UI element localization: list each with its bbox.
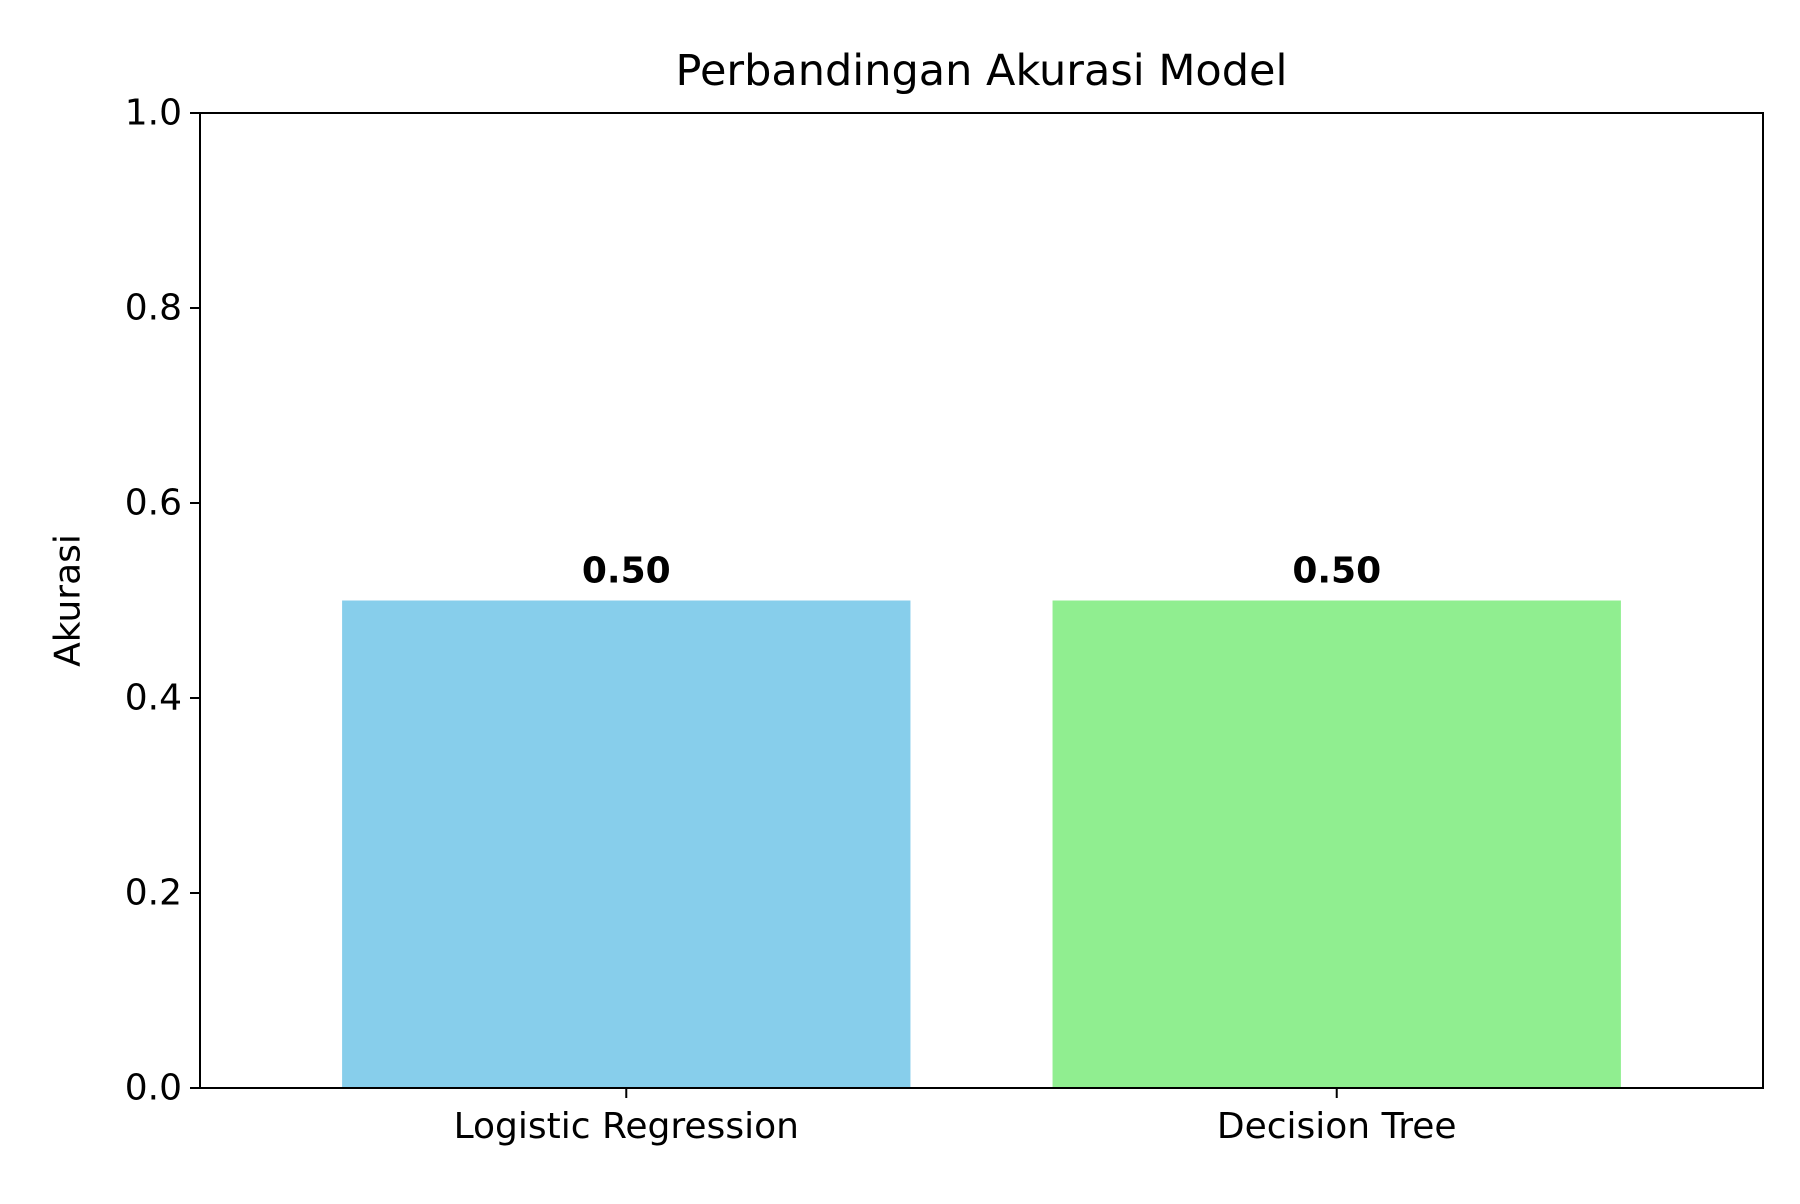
y-tick-label-2: 0.4 (125, 678, 182, 719)
chart-title: Perbandingan Akurasi Model (676, 46, 1288, 96)
plot-frame (199, 112, 1764, 1089)
y-tick-label-4: 0.8 (125, 288, 182, 329)
data-labels-layer: 0.50 0.50 (582, 551, 1381, 592)
y-tick-label-3: 0.6 (125, 483, 182, 524)
data-label-1: 0.50 (1292, 551, 1381, 592)
bar-1 (1052, 600, 1621, 1088)
bar-0 (342, 600, 911, 1088)
data-label-0: 0.50 (582, 551, 671, 592)
y-tick-label-1: 0.2 (125, 873, 182, 914)
axes-layer: 0.0 0.2 0.4 0.6 0.8 1.0 Logistic Regression Dec… (125, 93, 1764, 1147)
x-tick-label-0: Logistic Regression (454, 1106, 799, 1147)
bars-layer (342, 600, 1621, 1088)
y-tick-label-5: 1.0 (125, 93, 182, 134)
y-tick-label-0: 0.0 (125, 1068, 182, 1109)
x-tick-label-1: Decision Tree (1217, 1106, 1457, 1147)
y-axis-label: Akurasi (48, 534, 89, 667)
